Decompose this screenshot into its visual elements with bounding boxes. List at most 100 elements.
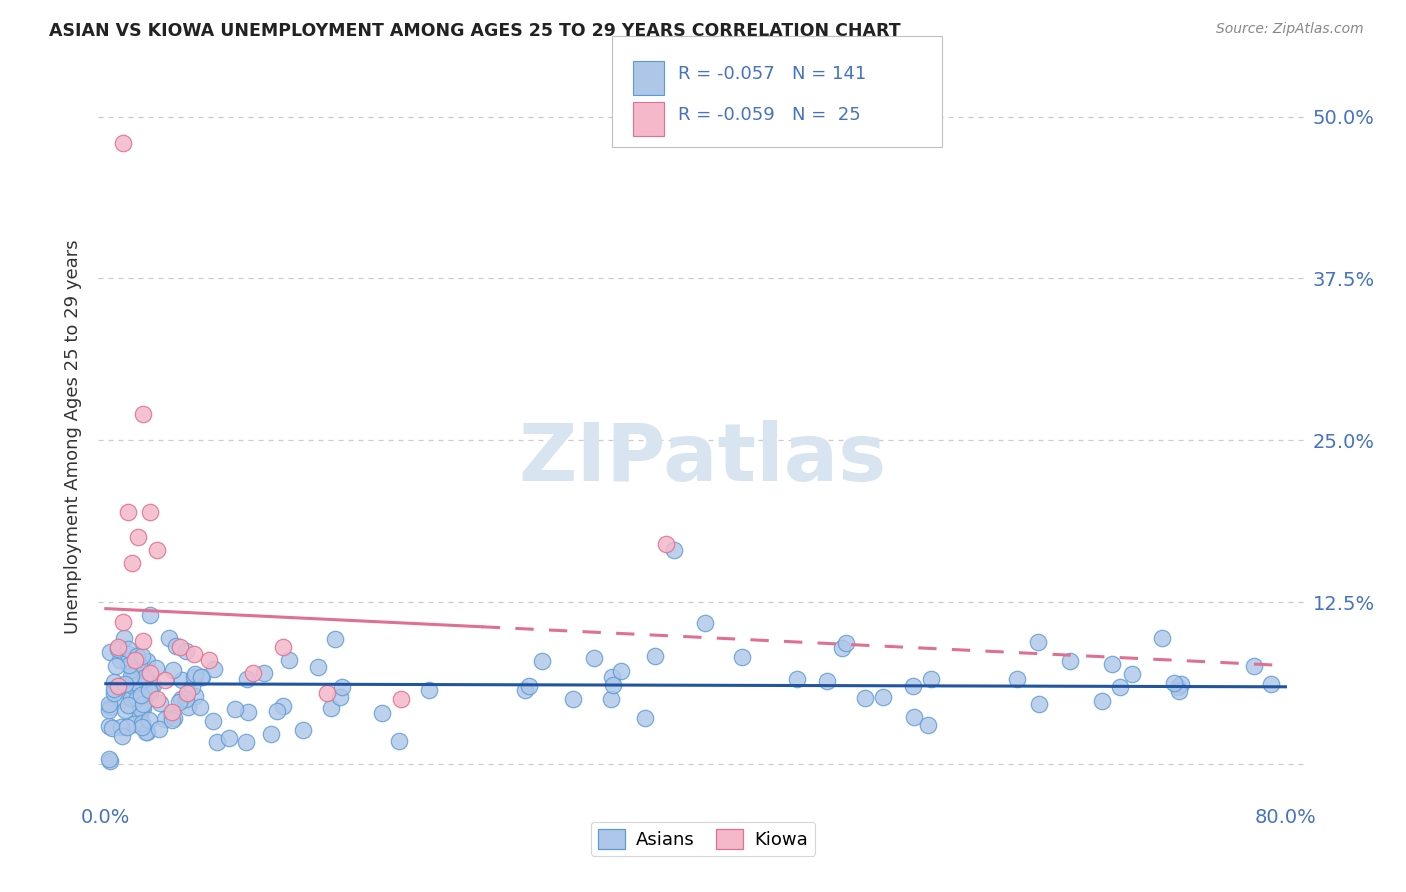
Point [103, 681, 125, 696]
Point [1170, 677, 1192, 691]
Point [271, 698, 294, 713]
Point [662, 543, 685, 558]
Point [815, 674, 838, 689]
Point [117, 647, 139, 661]
Point [1028, 697, 1050, 711]
Point [98, 697, 121, 711]
Point [98, 700, 121, 714]
Point [121, 672, 143, 686]
Point [135, 724, 157, 739]
Point [831, 641, 853, 656]
Point [146, 543, 169, 558]
Point [122, 679, 145, 693]
Point [583, 650, 606, 665]
Point [325, 632, 347, 646]
Point [148, 722, 170, 736]
Point [903, 679, 925, 693]
Point [122, 664, 145, 678]
Point [157, 632, 180, 646]
Point [176, 686, 198, 700]
Point [292, 723, 315, 737]
Point [112, 615, 135, 629]
Point [389, 692, 412, 706]
Point [127, 677, 149, 691]
Point [127, 530, 149, 544]
Point [174, 644, 197, 658]
Point [115, 684, 138, 698]
Point [235, 735, 257, 749]
Point [316, 686, 339, 700]
Point [146, 692, 169, 706]
Point [1163, 676, 1185, 690]
Point [1091, 694, 1114, 708]
Point [97, 719, 120, 733]
Point [517, 679, 540, 693]
Point [236, 672, 259, 686]
Point [107, 679, 129, 693]
Point [139, 666, 162, 681]
Point [100, 645, 122, 659]
Point [135, 654, 157, 668]
Point [145, 661, 167, 675]
Point [141, 680, 163, 694]
Point [236, 705, 259, 719]
Point [131, 408, 153, 422]
Point [266, 704, 288, 718]
Point [165, 640, 187, 654]
Point [132, 701, 155, 715]
Point [112, 136, 135, 150]
Point [183, 670, 205, 684]
Point [1243, 658, 1265, 673]
Point [183, 666, 205, 681]
Point [1026, 635, 1049, 649]
Point [561, 692, 583, 706]
Point [853, 691, 876, 706]
Point [872, 690, 894, 704]
Point [117, 504, 139, 518]
Point [107, 642, 129, 657]
Point [114, 677, 136, 691]
Point [1168, 684, 1191, 698]
Point [1166, 680, 1188, 694]
Point [655, 537, 678, 551]
Point [153, 673, 176, 687]
Point [835, 636, 858, 650]
Point [271, 640, 294, 655]
Point [117, 698, 139, 713]
Point [515, 683, 537, 698]
Point [132, 697, 155, 711]
Point [107, 640, 129, 655]
Y-axis label: Unemployment Among Ages 25 to 29 years: Unemployment Among Ages 25 to 29 years [65, 240, 83, 634]
Point [198, 653, 221, 667]
Point [139, 504, 162, 518]
Point [117, 641, 139, 656]
Point [531, 654, 554, 668]
Point [917, 718, 939, 732]
Point [218, 731, 240, 746]
Point [121, 557, 143, 571]
Point [202, 714, 225, 728]
Point [103, 686, 125, 700]
Point [1260, 677, 1282, 691]
Point [108, 693, 131, 707]
Point [242, 666, 264, 681]
Point [371, 706, 394, 721]
Point [1007, 672, 1029, 686]
Point [1059, 654, 1081, 668]
Point [97, 752, 120, 766]
Text: Source: ZipAtlas.com: Source: ZipAtlas.com [1216, 22, 1364, 37]
Point [160, 713, 183, 727]
Point [170, 691, 193, 706]
Point [153, 713, 176, 727]
Point [786, 672, 808, 686]
Point [114, 703, 136, 717]
Point [1101, 657, 1123, 672]
Point [110, 720, 132, 734]
Point [176, 700, 198, 714]
Point [138, 682, 160, 697]
Point [644, 648, 666, 663]
Point [162, 663, 184, 677]
Point [134, 670, 156, 684]
Point [695, 616, 717, 631]
Point [600, 691, 623, 706]
